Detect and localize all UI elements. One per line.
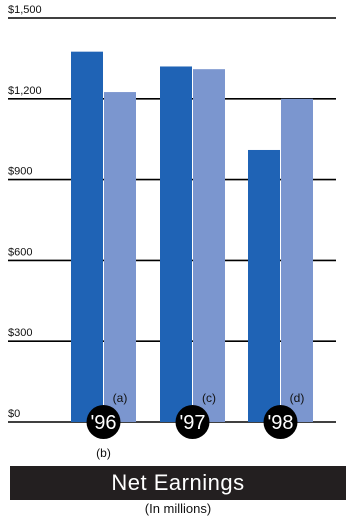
chart-title: Net Earnings [111, 470, 245, 495]
bar-note-label: (c) [202, 391, 216, 405]
chart-subtitle: (In millions) [144, 501, 212, 516]
category-label: '96 [90, 412, 116, 434]
y-tick-label: $1,500 [8, 4, 42, 16]
bar-note-label: (a) [113, 391, 128, 405]
category-label: '97 [179, 412, 205, 434]
bar [281, 98, 313, 423]
bar [160, 66, 192, 422]
bar [193, 69, 225, 422]
y-tick-label: $300 [8, 327, 32, 339]
bar-chart-plot: $0 $300 $600 $900 $1,200 $1,500 (a) '96 (b) (c) '9… [8, 4, 336, 460]
y-tick-label: $600 [8, 246, 32, 258]
bar [71, 51, 103, 423]
y-tick-label: $1,200 [8, 85, 42, 97]
category-label: '98 [267, 412, 293, 434]
bar-note-label: (d) [290, 391, 305, 405]
chart-title-bar: Net Earnings [10, 466, 346, 500]
year-badge [263, 405, 298, 439]
category-note-label: (b) [96, 446, 111, 460]
bar [248, 149, 280, 422]
year-badge [86, 405, 121, 439]
bar [104, 92, 136, 423]
y-tick-label: $900 [8, 166, 32, 178]
year-badge [175, 405, 210, 439]
y-tick-label: $0 [8, 408, 20, 420]
